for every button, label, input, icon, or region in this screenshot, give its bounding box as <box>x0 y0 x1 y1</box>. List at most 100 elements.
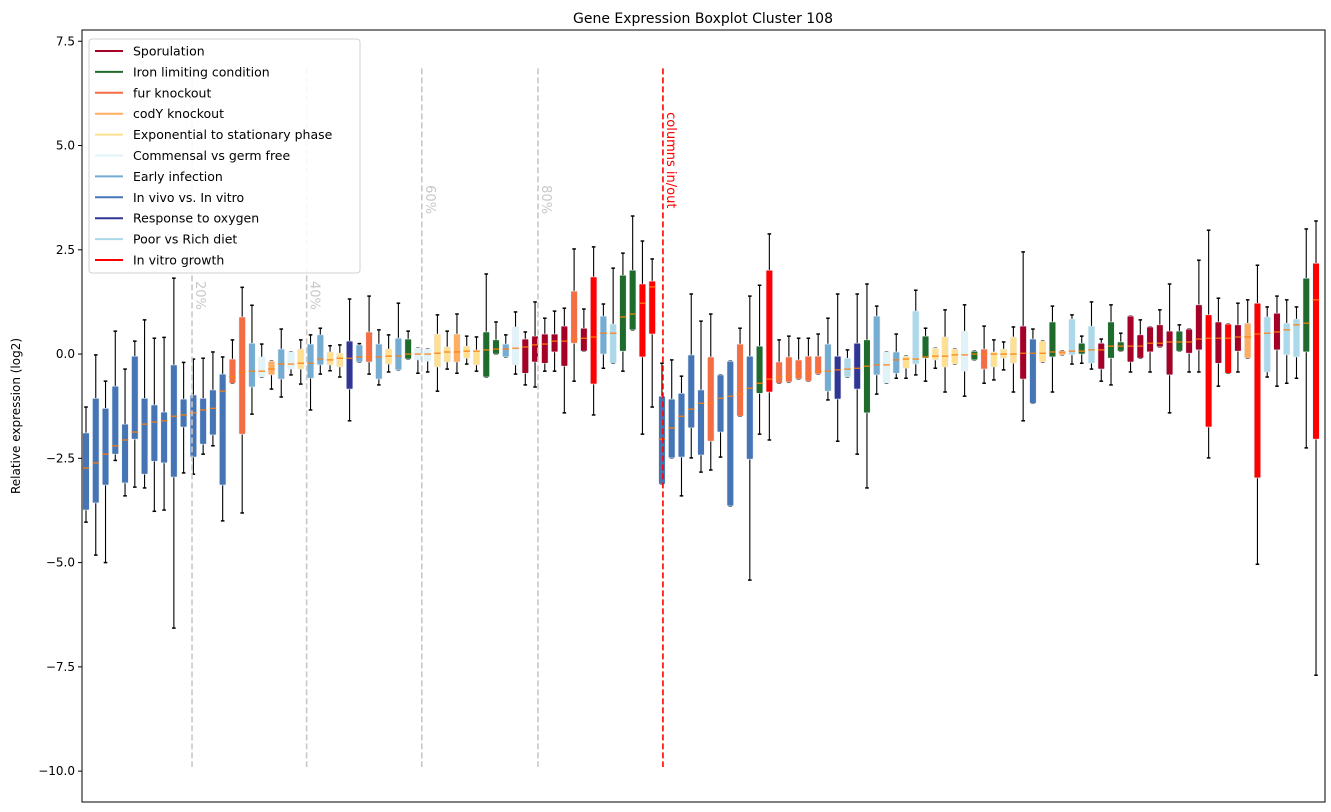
box-122 <box>1263 306 1271 378</box>
box-46 <box>521 331 529 386</box>
box-71 <box>765 233 773 441</box>
y-tick-label: −7.5 <box>46 660 75 674</box>
y-tick-label: −2.5 <box>46 451 75 465</box>
box-33 <box>394 302 402 371</box>
box-iqr <box>1234 324 1242 352</box>
box-15 <box>219 356 227 522</box>
box-79 <box>843 349 852 378</box>
box-iqr <box>1019 325 1027 380</box>
box-5 <box>121 368 129 497</box>
y-tick-label: −5.0 <box>46 556 75 570</box>
box-iqr <box>726 360 734 507</box>
box-iqr <box>980 348 988 370</box>
box-3 <box>101 380 110 564</box>
box-16 <box>228 339 237 385</box>
reference-line-label: 40% <box>307 281 322 310</box>
box-iqr <box>180 398 188 428</box>
box-iqr <box>1039 340 1047 363</box>
box-iqr <box>150 404 158 462</box>
legend-entry: In vitro growth <box>95 253 224 268</box>
box-iqr <box>834 355 842 400</box>
box-iqr <box>765 269 773 393</box>
box-95 <box>1000 341 1008 371</box>
box-32 <box>385 334 393 373</box>
box-iqr <box>629 269 637 331</box>
box-iqr <box>902 355 910 369</box>
box-iqr <box>912 310 920 365</box>
box-iqr <box>287 351 295 370</box>
box-14 <box>209 351 217 447</box>
box-iqr <box>1087 325 1096 364</box>
box-94 <box>990 339 998 381</box>
legend-label: In vivo vs. In vitro <box>133 190 244 205</box>
box-102 <box>1068 314 1076 365</box>
box-68 <box>736 327 744 417</box>
box-101 <box>1058 350 1066 356</box>
box-iqr <box>170 364 178 478</box>
box-54 <box>599 303 607 369</box>
box-44 <box>502 334 510 358</box>
box-iqr <box>892 351 900 374</box>
box-20 <box>267 360 276 390</box>
box-67 <box>726 360 734 507</box>
box-75 <box>804 337 812 382</box>
box-iqr <box>1078 342 1086 355</box>
box-iqr <box>951 348 959 365</box>
box-iqr <box>755 345 764 394</box>
box-78 <box>834 293 842 442</box>
box-72 <box>775 339 783 385</box>
box-62 <box>677 375 686 497</box>
box-4 <box>111 330 119 462</box>
box-99 <box>1039 340 1047 363</box>
reference-line-label: columns in/out <box>663 112 678 208</box>
box-25 <box>316 327 324 375</box>
box-iqr <box>1205 314 1213 428</box>
box-iqr <box>355 344 363 363</box>
legend-entry: Sporulation <box>95 44 205 59</box>
box-1 <box>82 406 90 523</box>
box-iqr <box>1009 336 1017 364</box>
box-31 <box>375 329 383 386</box>
box-48 <box>541 317 549 372</box>
box-8 <box>150 337 158 513</box>
box-112 <box>1165 283 1174 414</box>
box-65 <box>707 313 715 471</box>
legend-box <box>88 38 361 274</box>
box-iqr <box>131 355 139 440</box>
box-iqr <box>111 385 119 455</box>
box-iqr <box>1263 316 1271 373</box>
legend-entry: Exponential to stationary phase <box>95 127 333 142</box>
box-iqr <box>404 338 412 360</box>
box-iqr <box>394 337 402 371</box>
box-iqr <box>424 348 432 362</box>
y-tick-label: 2.5 <box>56 243 75 257</box>
box-108 <box>1126 315 1135 373</box>
box-iqr <box>92 397 100 504</box>
box-103 <box>1078 335 1086 364</box>
box-iqr <box>541 333 549 364</box>
box-iqr <box>189 394 197 458</box>
box-iqr <box>238 316 246 435</box>
box-96 <box>1009 326 1017 393</box>
box-iqr <box>375 343 383 380</box>
legend-label: Poor vs Rich diet <box>133 232 237 247</box>
box-iqr <box>101 407 110 486</box>
box-80 <box>853 293 861 455</box>
box-22 <box>287 351 295 376</box>
box-iqr <box>267 360 276 376</box>
box-iqr <box>960 330 969 372</box>
box-29 <box>355 342 363 363</box>
box-iqr <box>970 350 978 361</box>
legend-label: Response to oxygen <box>133 211 259 226</box>
box-121 <box>1253 264 1262 566</box>
box-86 <box>912 289 920 376</box>
box-85 <box>902 355 910 380</box>
box-iqr <box>843 357 852 378</box>
box-iqr <box>560 325 568 367</box>
y-axis-label: Relative expression (log2) <box>9 338 23 494</box>
box-iqr <box>1097 342 1105 370</box>
y-axis: 7.5 5.0 2.5 0.0 −2.5 −5.0 −7.5 −10.0 <box>38 34 82 778</box>
box-60 <box>658 362 666 485</box>
box-69 <box>746 295 754 581</box>
box-58 <box>638 240 647 435</box>
